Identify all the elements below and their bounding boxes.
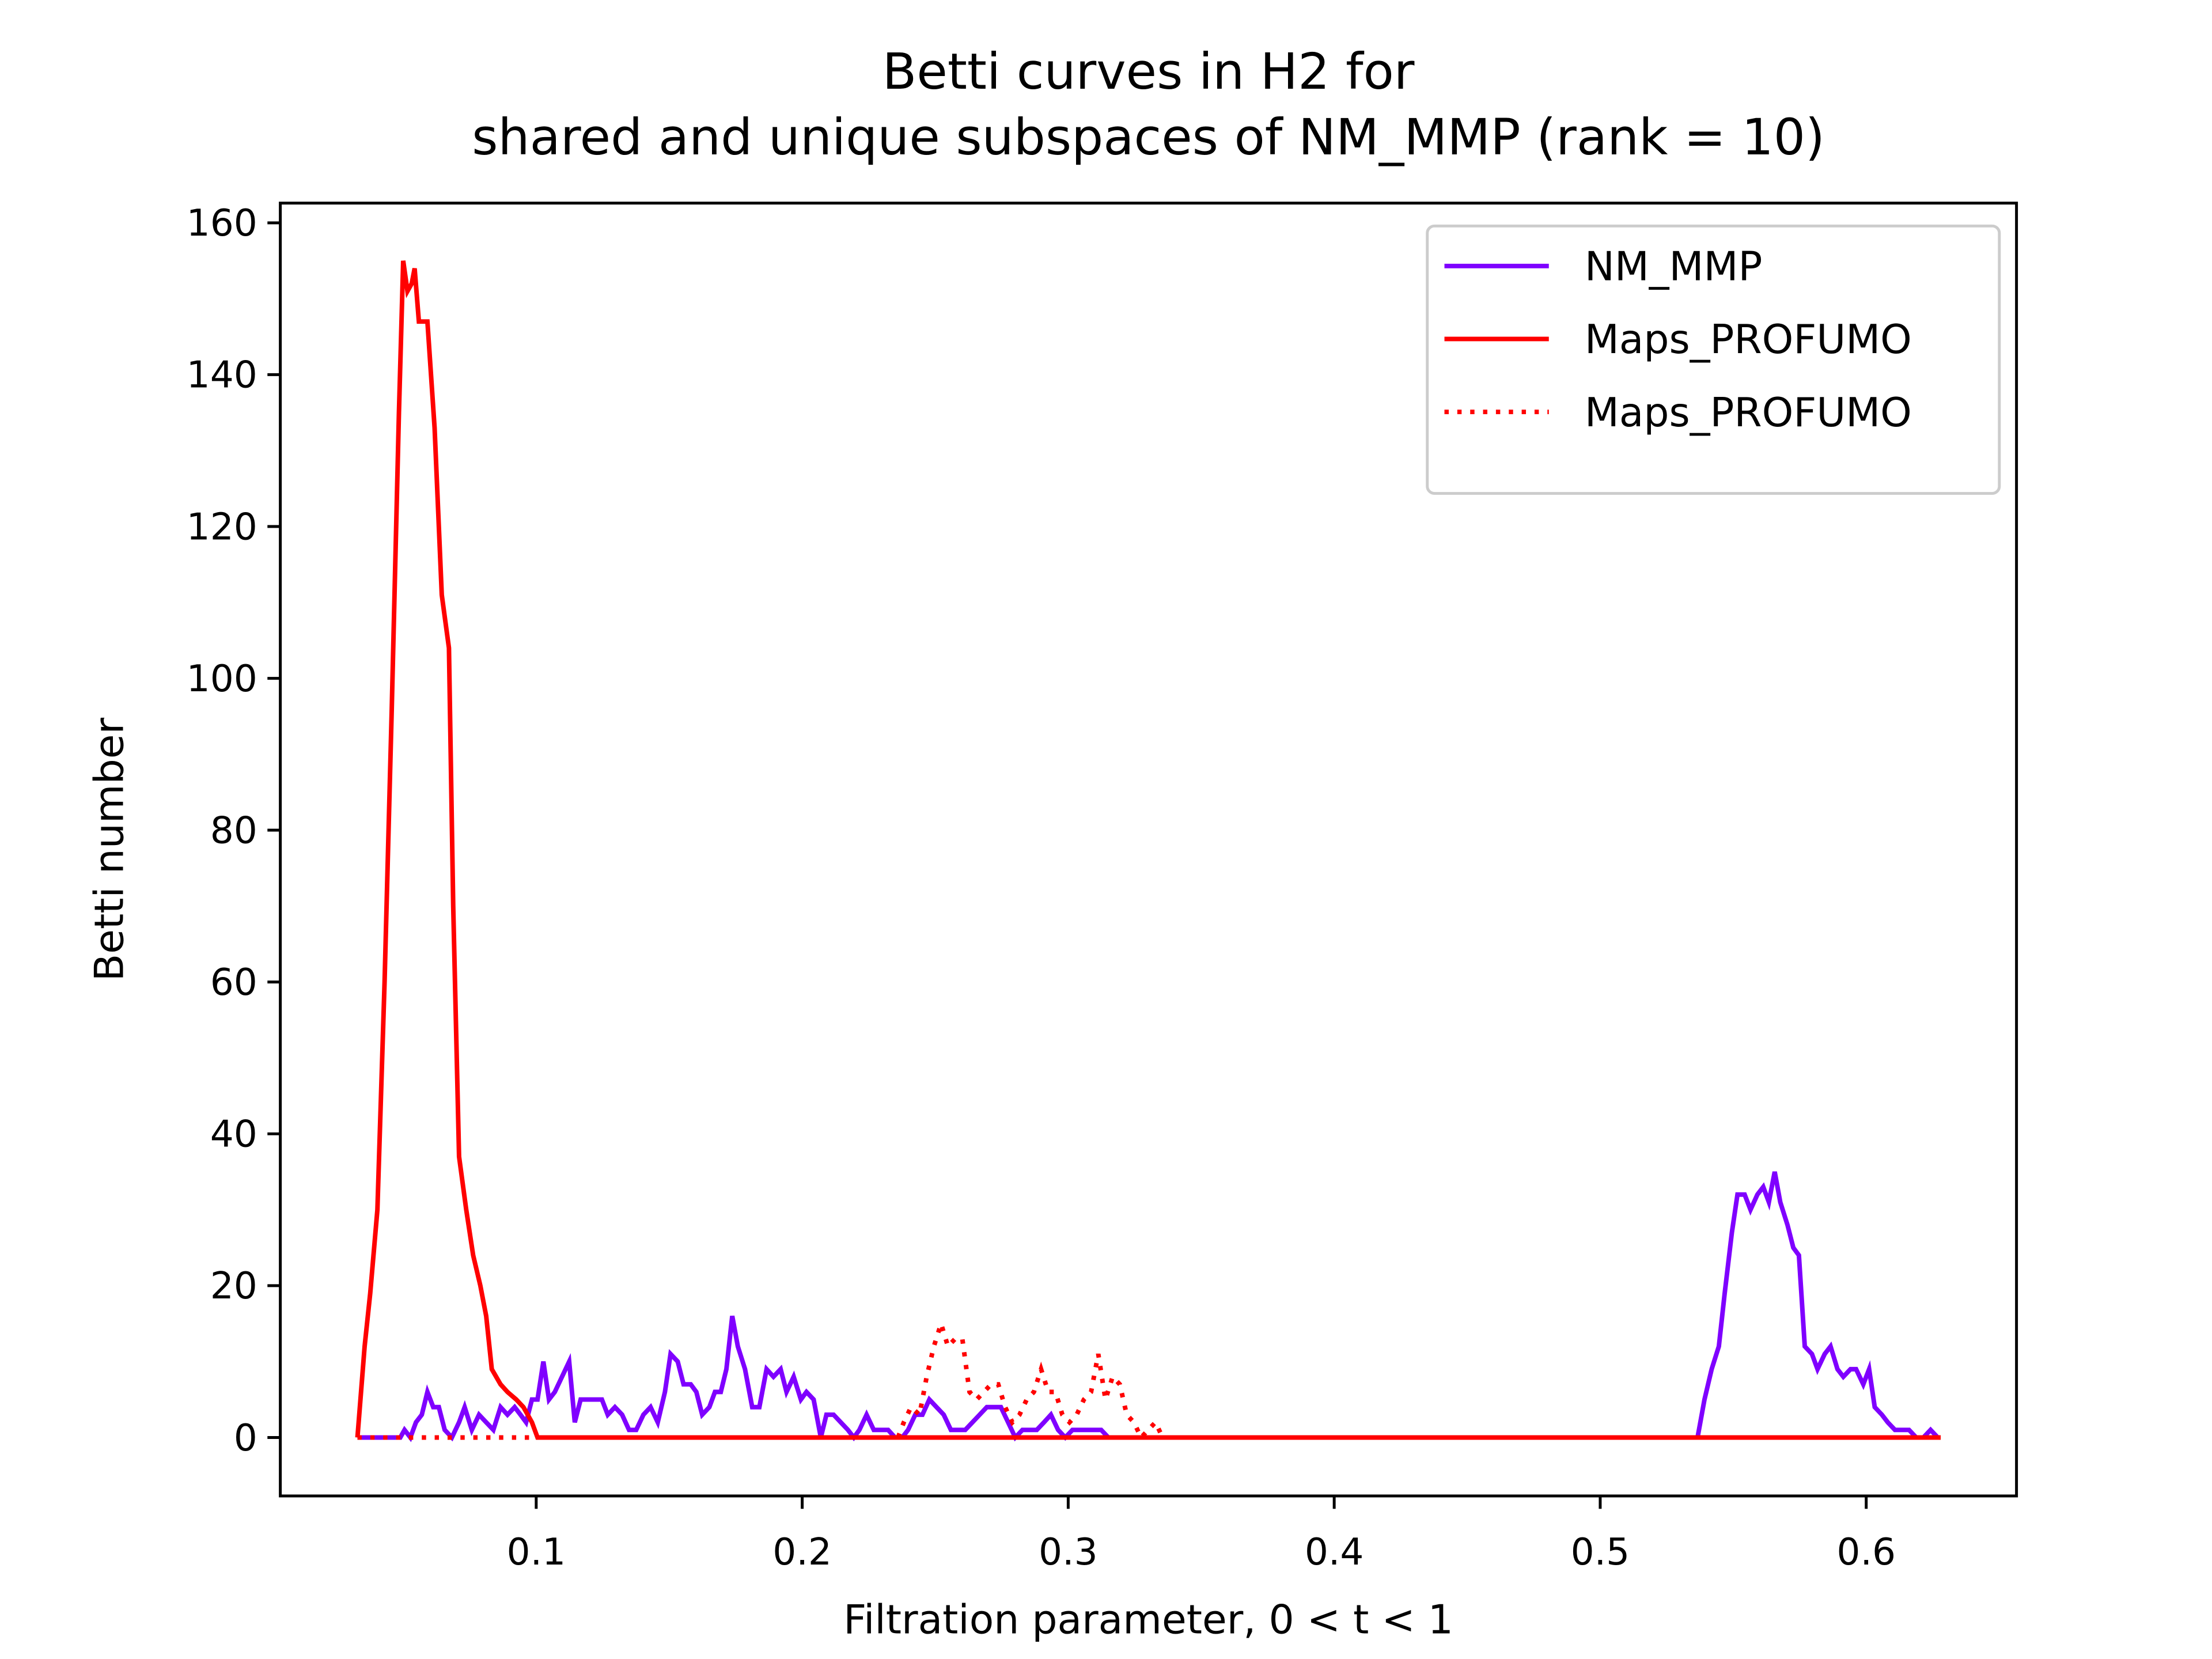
legend-label: Maps_PROFUMO [1585, 316, 1912, 363]
x-axis-label: Filtration parameter, 0 < t < 1 [843, 1596, 1453, 1643]
y-tick-label: 160 [187, 202, 257, 245]
axes-frame [279, 202, 2018, 1498]
series-line [355, 260, 1941, 1440]
y-tick-label: 140 [187, 354, 257, 397]
x-tick-label: 0.3 [1039, 1531, 1098, 1574]
series-line [357, 1171, 1940, 1442]
x-tick-label: 0.1 [507, 1531, 566, 1574]
y-tick-label: 20 [210, 1264, 257, 1308]
legend-label: Maps_PROFUMO [1585, 389, 1912, 436]
y-tick-label: 80 [210, 809, 257, 852]
legend-box [1426, 224, 2001, 495]
chart-title: shared and unique subspaces of NM_MMP (r… [472, 108, 1825, 166]
legend: NM_MMP Maps_PROFUMO Maps_PROFUMO [1426, 224, 2001, 495]
x-tick-label: 0.5 [1571, 1531, 1630, 1574]
y-tick-label: 120 [187, 505, 257, 548]
x-tick-label: 0.4 [1305, 1531, 1364, 1574]
y-axis-label: Betti number [86, 718, 133, 982]
y-tick-label: 40 [210, 1113, 257, 1156]
x-tick-label: 0.6 [1836, 1531, 1896, 1574]
chart-title: Betti curves in H2 for [882, 43, 1415, 101]
y-tick-label: 0 [234, 1416, 257, 1460]
legend-label: NM_MMP [1585, 244, 1763, 290]
y-tick-label: 60 [210, 961, 257, 1004]
x-tick-label: 0.2 [772, 1531, 832, 1574]
y-tick-label: 100 [187, 657, 257, 700]
